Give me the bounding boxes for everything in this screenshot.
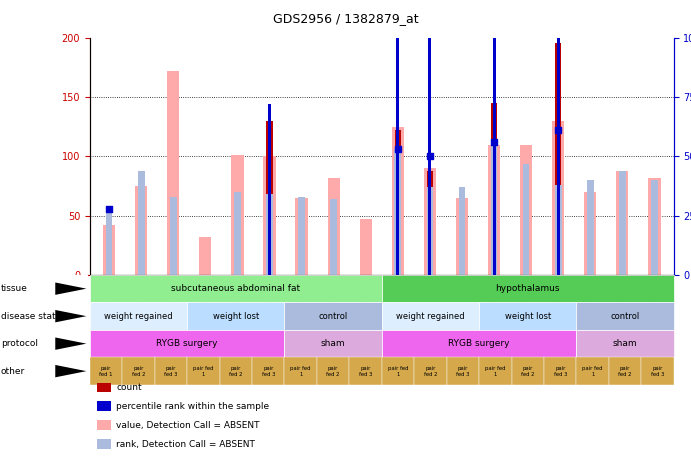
Bar	[135, 186, 147, 275]
Text: RYGB surgery: RYGB surgery	[156, 339, 218, 348]
Bar	[267, 121, 272, 275]
Bar	[424, 168, 436, 275]
Bar	[491, 142, 498, 275]
Bar	[557, 0, 560, 275]
Bar	[427, 171, 433, 275]
Text: pair
fed 2: pair fed 2	[521, 366, 535, 376]
Text: control: control	[610, 312, 640, 320]
Text: pair
fed 2: pair fed 2	[132, 366, 145, 376]
Bar	[395, 130, 401, 275]
Bar	[488, 145, 500, 275]
Text: pair
fed 2: pair fed 2	[229, 366, 243, 376]
Bar	[103, 225, 115, 275]
Text: GDS2956 / 1382879_at: GDS2956 / 1382879_at	[273, 12, 418, 25]
Text: pair
fed 2: pair fed 2	[326, 366, 340, 376]
Bar	[299, 197, 305, 275]
Text: sham: sham	[613, 339, 637, 348]
Point	[392, 146, 404, 153]
Point	[424, 153, 435, 160]
Bar	[138, 171, 144, 275]
Text: hypothalamus: hypothalamus	[495, 284, 560, 293]
Bar	[555, 43, 561, 275]
Text: count: count	[116, 383, 142, 392]
Bar	[296, 198, 307, 275]
Text: value, Detection Call = ABSENT: value, Detection Call = ABSENT	[116, 421, 260, 429]
Bar	[330, 199, 337, 275]
Bar	[328, 178, 340, 275]
Text: pair
fed 3: pair fed 3	[651, 366, 664, 376]
Bar	[397, 21, 399, 275]
Text: other: other	[1, 367, 25, 375]
Text: control: control	[319, 312, 348, 320]
Bar	[619, 171, 626, 275]
Text: disease state: disease state	[1, 312, 61, 320]
Bar	[231, 155, 243, 275]
Bar	[359, 219, 372, 275]
Text: sham: sham	[321, 339, 346, 348]
Text: pair fed
1: pair fed 1	[290, 366, 311, 376]
Text: pair fed
1: pair fed 1	[583, 366, 603, 376]
Bar	[263, 156, 276, 275]
Point	[489, 138, 500, 146]
Text: pair
fed 3: pair fed 3	[553, 366, 567, 376]
Bar	[392, 127, 404, 275]
Bar	[552, 121, 565, 275]
Text: subcutaneous abdominal fat: subcutaneous abdominal fat	[171, 284, 301, 293]
Bar	[648, 178, 661, 275]
Bar	[520, 145, 532, 275]
Bar	[456, 198, 468, 275]
Bar	[167, 71, 180, 275]
Text: pair
fed 3: pair fed 3	[262, 366, 275, 376]
Text: pair
fed 2: pair fed 2	[618, 366, 632, 376]
Bar	[266, 194, 273, 275]
Bar	[493, 12, 495, 275]
Point	[104, 205, 115, 212]
Bar	[106, 209, 113, 275]
Bar	[584, 192, 596, 275]
Bar	[426, 187, 433, 275]
Text: pair
fed 2: pair fed 2	[424, 366, 437, 376]
Text: rank, Detection Call = ABSENT: rank, Detection Call = ABSENT	[116, 440, 255, 448]
Text: pair
fed 1: pair fed 1	[100, 366, 113, 376]
Text: RYGB surgery: RYGB surgery	[448, 339, 510, 348]
Bar	[428, 38, 431, 275]
Bar	[523, 164, 529, 275]
Text: weight lost: weight lost	[213, 312, 259, 320]
Text: pair
fed 3: pair fed 3	[164, 366, 178, 376]
Text: pair
fed 3: pair fed 3	[359, 366, 372, 376]
Text: pair fed
1: pair fed 1	[485, 366, 506, 376]
Bar	[491, 103, 497, 275]
Text: tissue: tissue	[1, 284, 28, 293]
Text: percentile rank within the sample: percentile rank within the sample	[116, 402, 269, 410]
Bar	[616, 171, 629, 275]
Text: pair fed
1: pair fed 1	[388, 366, 408, 376]
Bar	[587, 180, 594, 275]
Bar	[234, 192, 240, 275]
Text: weight lost: weight lost	[504, 312, 551, 320]
Text: pair
fed 3: pair fed 3	[456, 366, 470, 376]
Bar	[170, 197, 177, 275]
Bar	[395, 149, 401, 275]
Bar	[268, 104, 271, 275]
Point	[553, 127, 564, 134]
Bar	[199, 237, 211, 275]
Text: weight regained: weight regained	[396, 312, 465, 320]
Text: pair fed
1: pair fed 1	[193, 366, 214, 376]
Bar	[651, 180, 658, 275]
Bar	[459, 187, 465, 275]
Text: protocol: protocol	[1, 339, 38, 348]
Bar	[555, 185, 562, 275]
Text: weight regained: weight regained	[104, 312, 173, 320]
